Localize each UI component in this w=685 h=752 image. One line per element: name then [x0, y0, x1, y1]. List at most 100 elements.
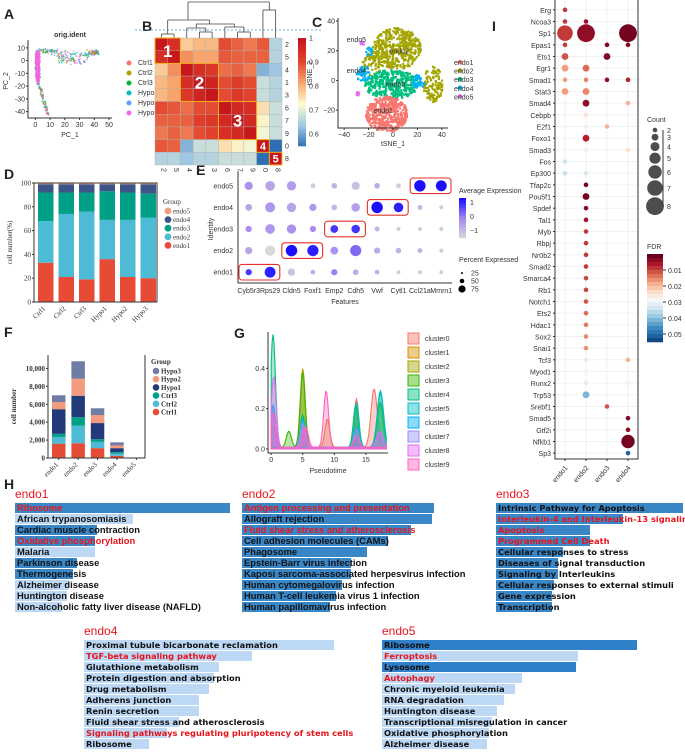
enrichment-bar: [242, 591, 337, 601]
tsne-point: [413, 41, 416, 44]
tsne-point: [381, 42, 384, 46]
legend-swatch: [152, 367, 160, 375]
tsne-point: [371, 68, 374, 71]
scatter-point: [79, 54, 82, 56]
x-tick-label: 50: [105, 122, 113, 129]
expression-dot: [352, 269, 359, 276]
count-legend-dot: [647, 180, 663, 196]
scatter-point: [41, 95, 44, 97]
tf-dot: [582, 64, 590, 72]
enrichment-bar: [496, 536, 590, 546]
tsne-point: [382, 31, 385, 34]
tsne-point: [369, 77, 372, 81]
enrichment-term: Alzheimer disease: [382, 738, 637, 749]
tf-dot: [619, 24, 637, 43]
tf-dot: [583, 310, 589, 316]
tsne-point: [381, 48, 385, 51]
tsne-point: [401, 39, 404, 43]
feature-label: Mmrn1: [430, 288, 452, 295]
tsne-point: [398, 93, 401, 97]
tsne-point: [381, 122, 384, 125]
fdr-colorbar-segment: [647, 254, 663, 259]
scatter-point: [51, 49, 54, 51]
tsne-point: [399, 72, 402, 75]
heatmap-cell: [167, 63, 181, 77]
axis-lines: [27, 40, 112, 119]
tsne-point: [413, 83, 416, 86]
tsne-point: [398, 120, 401, 123]
expression-dot: [350, 245, 362, 257]
bar-segment: [90, 423, 105, 440]
tsne-point: [391, 121, 394, 124]
enrichment-bar: [84, 695, 199, 705]
colorbar-segment: [298, 119, 306, 122]
tsne-point: [373, 51, 377, 54]
tsne-point: [370, 102, 373, 106]
fdr-colorbar-segment: [647, 334, 663, 339]
feature-label: Foxf1: [304, 288, 322, 295]
tsne-point: [363, 63, 367, 67]
tf-dot: [582, 88, 590, 95]
x-tick-label: 15: [362, 457, 370, 464]
enrichment-bar: [382, 673, 523, 683]
tsne-point: [405, 50, 408, 53]
scatter-point: [46, 112, 49, 115]
tsne-point: [404, 112, 407, 115]
tsne-point: [360, 70, 363, 73]
tsne-point: [387, 123, 390, 127]
tsne-point: [405, 92, 408, 96]
tsne-point: [365, 51, 368, 54]
tsne-point: [410, 62, 414, 66]
colorbar-segment: [298, 100, 306, 104]
tsne-point: [371, 117, 375, 120]
tf-dot: [582, 391, 590, 399]
x-tick-label: 40: [438, 132, 446, 139]
gene-label: Smad1: [529, 78, 551, 85]
cluster-block-label: 1: [163, 42, 172, 61]
tsne-point: [407, 48, 410, 51]
gene-label: Tcf3: [538, 358, 551, 365]
scatter-point: [42, 50, 44, 52]
tsne-point: [392, 103, 396, 106]
tsne-point: [384, 51, 387, 54]
tsne-point: [379, 121, 382, 124]
tsne-point: [380, 34, 383, 37]
tsne-point: [368, 58, 371, 61]
bar-segment: [71, 443, 85, 458]
tsne-point: [403, 89, 406, 92]
gene-label: Sox2: [535, 335, 551, 342]
tsne-point: [388, 78, 391, 81]
scatter-point: [66, 60, 68, 62]
enrichment-bar: [15, 602, 63, 612]
tsne-point: [406, 34, 409, 38]
enrichment-term: Signaling pathways regulating pluripoten…: [84, 727, 353, 738]
scatter-point: [85, 54, 88, 56]
y-tick-label: 10: [17, 45, 25, 52]
tsne-point: [436, 95, 439, 98]
tsne-point: [419, 47, 422, 50]
gene-label: Cebpb: [530, 113, 551, 120]
scatter-point: [37, 79, 40, 82]
enrichment-term: Apoptosis: [496, 524, 683, 535]
tsne-point: [438, 87, 441, 90]
tf-dot: [625, 415, 631, 421]
cluster-block: [179, 62, 219, 102]
tsne-point: [380, 43, 383, 47]
tsne-point: [384, 91, 387, 94]
enrichment-term-label: Proximal tubule bicarbonate reclamation: [86, 640, 278, 650]
tsne-point: [370, 48, 373, 51]
tsne-point: [378, 78, 382, 82]
enrichment-bar: [242, 558, 352, 568]
scatter-point: [36, 50, 39, 53]
scatter-point: [79, 55, 82, 57]
scatter-point: [65, 54, 67, 56]
enrichment-term-label: Autophagy: [384, 673, 435, 683]
tsne-point: [364, 80, 367, 83]
colorbar-segment: [298, 140, 306, 144]
enrichment-bar: [382, 640, 637, 650]
enrichment-term-label: Cardiac muscle contraction: [17, 524, 140, 535]
bar-segment: [140, 183, 156, 185]
tf-dot: [625, 77, 631, 83]
scatter-point: [36, 72, 39, 75]
x-tick-label: 30: [76, 122, 84, 129]
